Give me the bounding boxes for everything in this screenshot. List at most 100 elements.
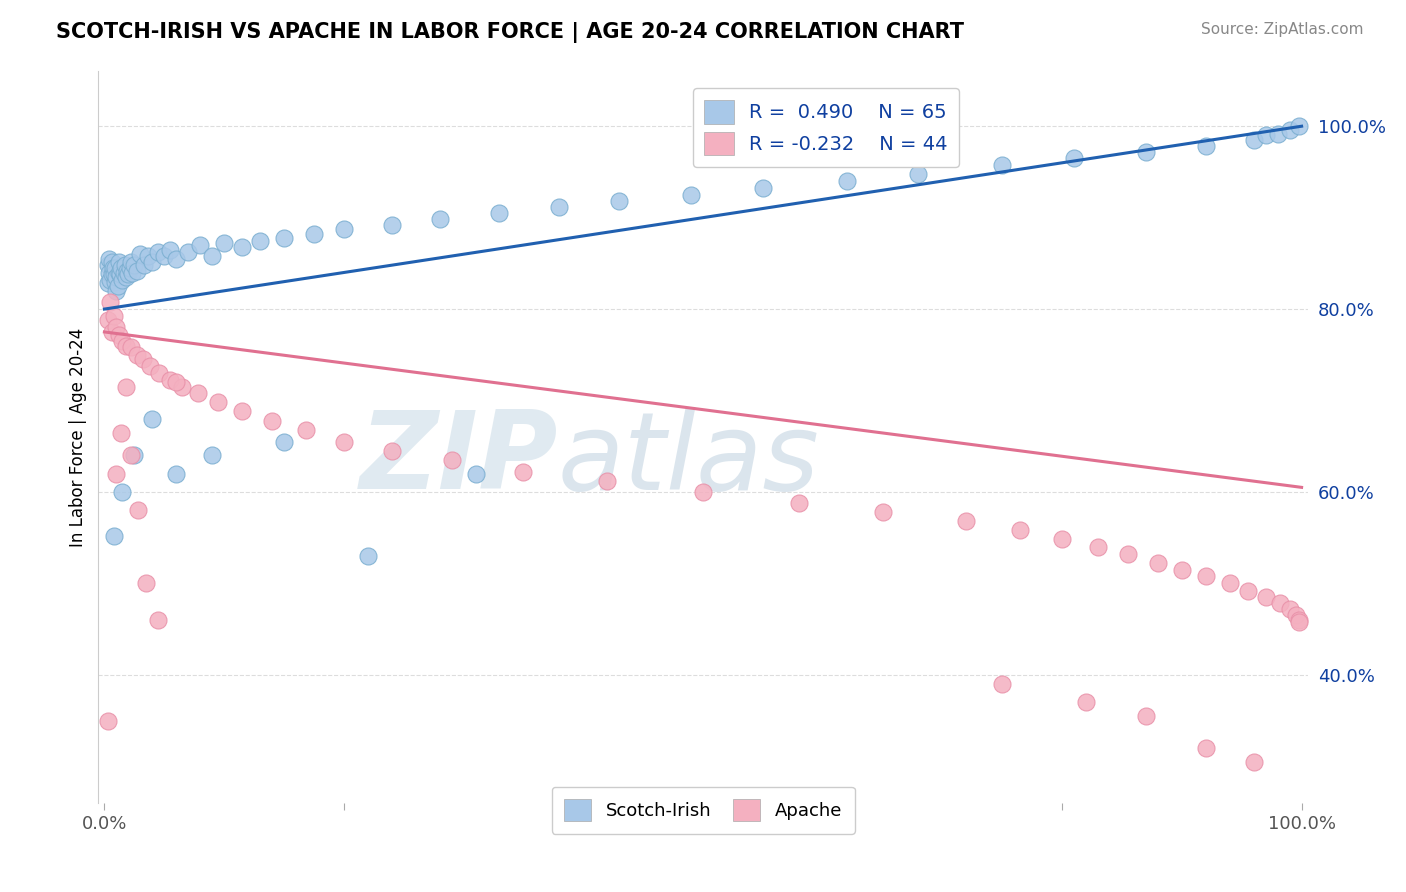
Point [148, 366, 170, 380]
Point [1195, 569, 1218, 583]
Point [125, 263, 148, 277]
Point [100, 294, 122, 309]
Point [105, 270, 128, 285]
Point [165, 375, 187, 389]
Point [115, 270, 138, 285]
Point [100, 273, 122, 287]
Point [111, 273, 134, 287]
Legend: Scotch-Irish, Apache: Scotch-Irish, Apache [551, 787, 855, 834]
Point [103, 268, 125, 282]
Point [1147, 556, 1170, 570]
Point [141, 412, 163, 426]
Point [207, 395, 229, 409]
Point [111, 485, 134, 500]
Point [787, 496, 810, 510]
Point [118, 260, 141, 275]
Point [692, 485, 714, 500]
Point [115, 338, 138, 352]
Text: Source: ZipAtlas.com: Source: ZipAtlas.com [1201, 22, 1364, 37]
Point [110, 260, 132, 275]
Point [136, 249, 159, 263]
Point [127, 503, 149, 517]
Point [1254, 128, 1277, 143]
Point [120, 254, 142, 268]
Point [1195, 139, 1218, 153]
Point [100, 268, 122, 282]
Point [1010, 524, 1032, 538]
Point [187, 386, 209, 401]
Point [1219, 576, 1241, 591]
Text: ZIP: ZIP [360, 406, 558, 512]
Point [1243, 755, 1265, 769]
Point [159, 243, 181, 257]
Point [107, 254, 129, 268]
Point [991, 677, 1014, 691]
Text: atlas: atlas [558, 407, 820, 511]
Point [125, 348, 148, 362]
Point [1074, 695, 1097, 709]
Point [132, 258, 155, 272]
Point [97, 714, 120, 728]
Point [124, 448, 146, 462]
Point [302, 227, 325, 241]
Point [100, 325, 122, 339]
Point [1050, 533, 1073, 547]
Point [381, 443, 404, 458]
Point [249, 234, 271, 248]
Point [97, 258, 120, 272]
Point [357, 549, 380, 563]
Point [110, 425, 132, 440]
Point [177, 245, 200, 260]
Y-axis label: In Labor Force | Age 20-24: In Labor Force | Age 20-24 [69, 327, 87, 547]
Point [115, 380, 138, 394]
Point [103, 310, 125, 324]
Point [111, 334, 134, 348]
Point [333, 221, 356, 235]
Point [1288, 119, 1310, 133]
Point [97, 277, 120, 291]
Point [333, 434, 356, 449]
Point [1288, 613, 1310, 627]
Point [872, 505, 894, 519]
Point [1254, 590, 1277, 604]
Point [955, 514, 977, 528]
Point [103, 529, 125, 543]
Point [1268, 597, 1291, 611]
Point [114, 258, 136, 272]
Point [512, 465, 534, 479]
Point [260, 414, 283, 428]
Point [101, 260, 124, 275]
Point [105, 467, 128, 481]
Point [1087, 540, 1109, 554]
Point [381, 218, 404, 232]
Point [1236, 583, 1258, 598]
Point [117, 268, 139, 282]
Point [165, 467, 187, 481]
Point [121, 266, 143, 280]
Point [907, 167, 929, 181]
Point [112, 266, 135, 280]
Point [104, 260, 127, 275]
Point [115, 263, 138, 277]
Point [124, 258, 146, 272]
Point [201, 448, 224, 462]
Point [1288, 615, 1310, 629]
Point [1243, 133, 1265, 147]
Point [1267, 127, 1289, 141]
Point [294, 423, 316, 437]
Point [148, 613, 170, 627]
Point [165, 252, 187, 266]
Point [440, 453, 463, 467]
Text: SCOTCH-IRISH VS APACHE IN LABOR FORCE | AGE 20-24 CORRELATION CHART: SCOTCH-IRISH VS APACHE IN LABOR FORCE | … [56, 22, 965, 44]
Point [107, 266, 129, 280]
Point [752, 181, 775, 195]
Point [679, 187, 702, 202]
Point [607, 194, 630, 209]
Point [429, 212, 451, 227]
Point [188, 238, 211, 252]
Point [120, 448, 142, 462]
Point [596, 474, 619, 488]
Point [135, 576, 157, 591]
Point [153, 249, 176, 263]
Point [107, 279, 129, 293]
